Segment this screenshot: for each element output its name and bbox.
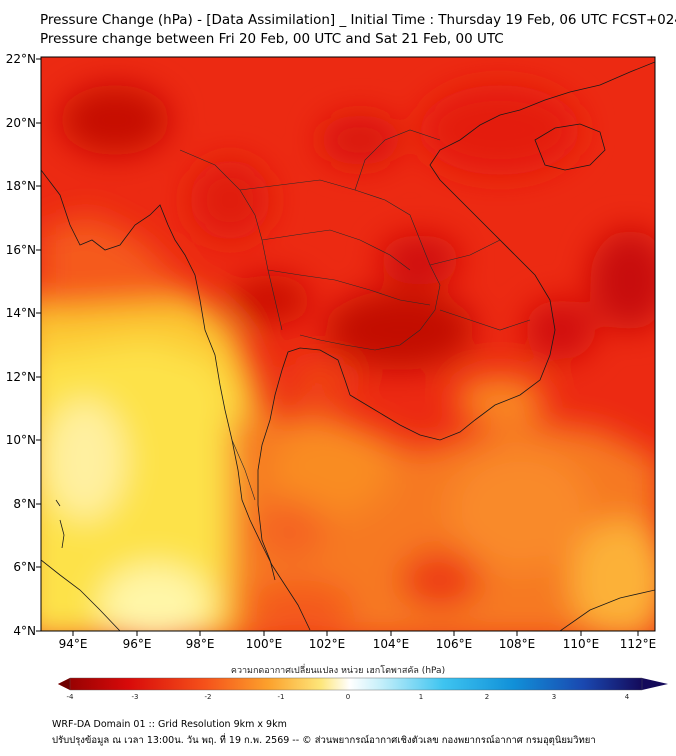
lat-label-18: 18°N — [6, 179, 36, 193]
lon-label-106: 106°E — [436, 637, 473, 651]
lon-label-100: 100°E — [246, 637, 283, 651]
pressure-field — [41, 57, 655, 631]
plot-frame — [40, 56, 656, 632]
lat-label-4: 4°N — [13, 624, 36, 638]
lon-label-98: 98°E — [186, 637, 215, 651]
lon-label-112: 112°E — [620, 637, 657, 651]
cb-tick-3: -1 — [278, 693, 285, 701]
lon-label-104: 104°E — [373, 637, 410, 651]
coastlines — [41, 61, 655, 631]
cb-tick-1: -3 — [132, 693, 139, 701]
cb-tick-8: 4 — [625, 693, 630, 701]
cb-tick-6: 2 — [485, 693, 489, 701]
lon-label-96: 96°E — [123, 637, 152, 651]
colorbar — [58, 677, 668, 691]
footer-model-info: WRF-DA Domain 01 :: Grid Resolution 9km … — [52, 719, 287, 730]
chart-title: Pressure Change (hPa) - [Data Assimilati… — [40, 12, 676, 28]
lat-label-20: 20°N — [6, 116, 36, 130]
lat-label-6: 6°N — [13, 560, 36, 574]
cb-tick-2: -2 — [205, 693, 212, 701]
axis-ticks — [36, 58, 639, 636]
cb-tick-0: -4 — [67, 693, 75, 701]
lon-label-102: 102°E — [309, 637, 346, 651]
cb-tick-4: 0 — [346, 693, 350, 701]
cb-tick-5: 1 — [419, 693, 423, 701]
chart-subtitle: Pressure change between Fri 20 Feb, 00 U… — [40, 31, 504, 47]
admin-borders — [179, 129, 531, 501]
lat-label-14: 14°N — [6, 306, 36, 320]
lon-label-110: 110°E — [563, 637, 600, 651]
footer-credit: ปรับปรุงข้อมูล ณ เวลา 13:00น. วัน พฤ. ที… — [52, 735, 596, 746]
lat-label-12: 12°N — [6, 370, 36, 384]
lat-label-22: 22°N — [6, 52, 36, 66]
lat-label-8: 8°N — [13, 497, 36, 511]
lon-label-108: 108°E — [499, 637, 536, 651]
lon-label-94: 94°E — [59, 637, 88, 651]
cb-tick-7: 3 — [552, 693, 556, 701]
lat-label-16: 16°N — [6, 243, 36, 257]
lat-label-10: 10°N — [6, 433, 36, 447]
colorbar-title: ความกดอากาศเปลี่ยนแปลง หน่วย เฮกโตพาสคัล… — [230, 666, 446, 676]
